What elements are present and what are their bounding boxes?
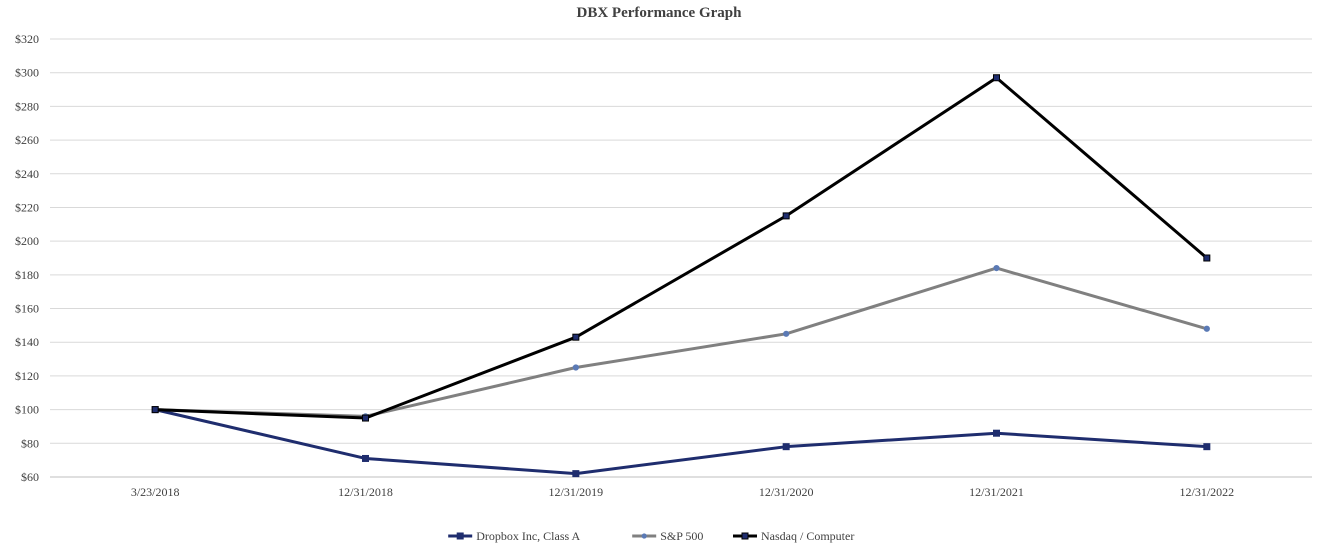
legend-item-dropbox-inc-class-a: Dropbox Inc, Class A — [448, 529, 581, 543]
series-line — [154, 408, 1207, 476]
legend-marker — [741, 532, 749, 540]
data-point — [1203, 254, 1211, 262]
x-tick-label: 12/31/2018 — [338, 485, 393, 499]
series-dropbox-inc-class-a — [151, 406, 1211, 478]
legend: Dropbox Inc, Class A S&P 500 Nasdaq / Comp… — [448, 529, 854, 543]
y-tick-label: $80 — [21, 436, 39, 450]
legend-item-nasdaq-computer: Nasdaq / Computer — [733, 529, 854, 543]
legend-item-s-p-500: S&P 500 — [632, 529, 703, 543]
data-point — [1203, 325, 1210, 332]
legend-marker — [641, 533, 647, 539]
data-point — [151, 406, 159, 414]
series-line — [155, 76, 1208, 420]
y-tick-label: $220 — [15, 200, 39, 214]
legend-marker — [456, 532, 464, 540]
x-axis-ticks: 3/23/2018 12/31/2018 12/31/2019 12/31/2020 1… — [131, 485, 1234, 499]
y-tick-label: $180 — [15, 268, 39, 282]
x-tick-label: 12/31/2021 — [969, 485, 1024, 499]
data-point — [572, 333, 580, 341]
y-tick-label: $200 — [15, 234, 39, 248]
data-point — [782, 443, 790, 451]
series-lines — [151, 74, 1211, 478]
data-point — [572, 470, 580, 478]
legend-label: Nasdaq / Computer — [761, 529, 854, 543]
y-tick-label: $240 — [15, 167, 39, 181]
y-axis-ticks: $60 $80 $100 $120 $140 $160 $180 $200 $220 $240 $2… — [15, 32, 39, 484]
data-point — [783, 330, 790, 337]
y-tick-label: $260 — [15, 133, 39, 147]
legend-label: S&P 500 — [660, 529, 703, 543]
x-tick-label: 3/23/2018 — [131, 485, 180, 499]
legend-label: Dropbox Inc, Class A — [476, 529, 580, 543]
x-tick-label: 12/31/2020 — [759, 485, 814, 499]
data-point — [362, 414, 369, 422]
data-point — [1203, 443, 1211, 451]
y-tick-label: $120 — [15, 369, 39, 383]
data-point — [993, 265, 1000, 272]
x-tick-label: 12/31/2019 — [548, 485, 603, 499]
y-tick-label: $280 — [15, 99, 39, 113]
data-point — [572, 364, 579, 371]
data-point — [782, 212, 790, 220]
gridlines — [50, 38, 1312, 478]
y-tick-label: $60 — [21, 470, 39, 484]
data-point — [993, 429, 1000, 437]
chart-title: DBX Performance Graph — [577, 5, 743, 21]
y-tick-label: $140 — [15, 335, 39, 349]
y-tick-label: $320 — [15, 32, 39, 46]
series-nasdaq-computer — [151, 74, 1211, 422]
y-tick-label: $160 — [15, 302, 39, 316]
data-point — [993, 74, 1000, 82]
data-point — [362, 454, 369, 462]
y-tick-label: $300 — [15, 66, 39, 80]
y-tick-label: $100 — [15, 403, 39, 417]
x-tick-label: 12/31/2022 — [1179, 485, 1234, 499]
